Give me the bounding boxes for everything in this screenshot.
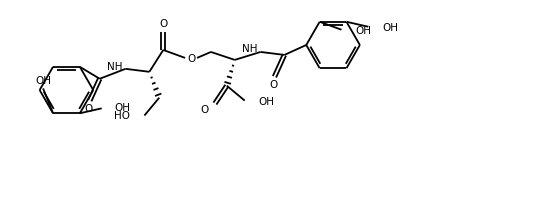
Text: O: O: [201, 105, 209, 114]
Text: OH: OH: [35, 75, 51, 86]
Text: O: O: [187, 54, 195, 64]
Text: NH: NH: [242, 44, 257, 54]
Text: OH: OH: [356, 26, 371, 36]
Text: OH: OH: [382, 23, 398, 33]
Text: NH: NH: [107, 62, 122, 72]
Text: O: O: [269, 80, 278, 90]
Text: OH: OH: [259, 97, 275, 107]
Text: O: O: [159, 19, 167, 29]
Text: OH: OH: [114, 103, 131, 113]
Text: O: O: [85, 104, 93, 113]
Text: HO: HO: [114, 111, 131, 122]
